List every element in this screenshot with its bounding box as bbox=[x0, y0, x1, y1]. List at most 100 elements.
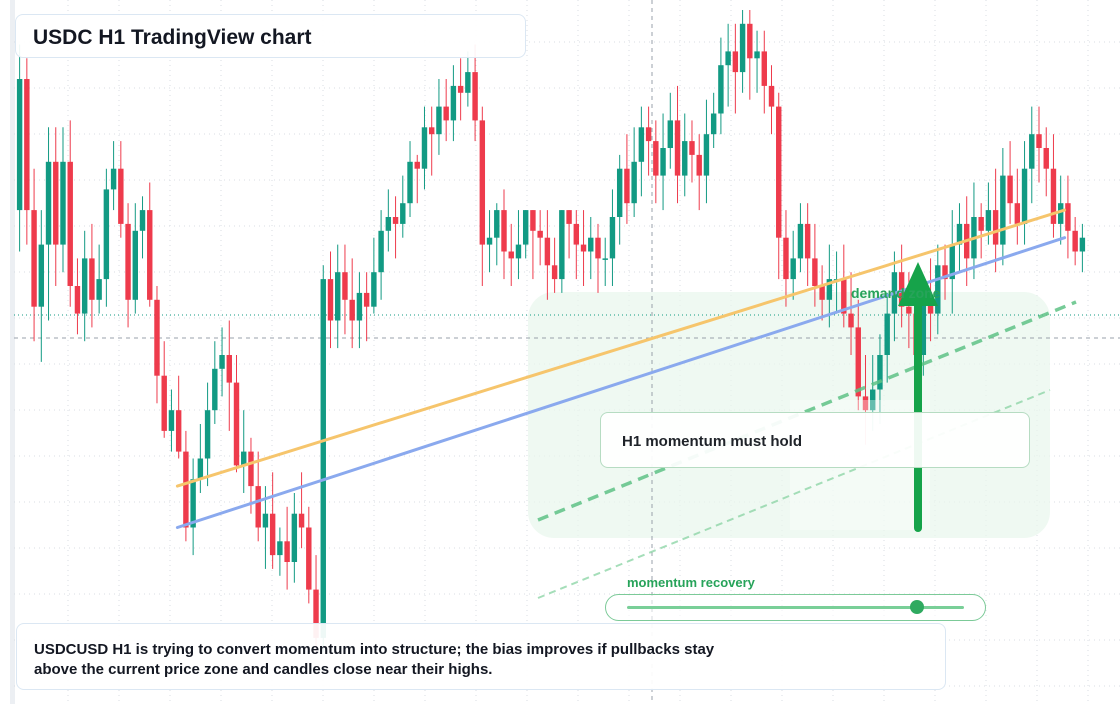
candle-body bbox=[24, 79, 30, 211]
candle-body bbox=[1043, 148, 1049, 169]
candle-body bbox=[515, 244, 522, 259]
candle-body bbox=[1065, 203, 1071, 231]
momentum-knob[interactable] bbox=[909, 600, 924, 614]
candle-body bbox=[530, 210, 536, 231]
candle-body bbox=[1036, 134, 1042, 148]
candle-body bbox=[660, 148, 666, 176]
candle-body bbox=[602, 258, 608, 260]
candle-body bbox=[797, 223, 804, 259]
candle-body bbox=[139, 210, 146, 231]
candle-body bbox=[53, 161, 59, 245]
candle-body bbox=[696, 154, 702, 176]
candle-body bbox=[710, 113, 717, 135]
chart-title: USDC H1 TradingView chart bbox=[33, 26, 312, 49]
candle-body bbox=[674, 120, 681, 176]
candle-body bbox=[45, 161, 52, 245]
candle-body bbox=[689, 141, 695, 155]
candle-body bbox=[935, 265, 941, 314]
candle-body bbox=[855, 327, 861, 397]
candle-body bbox=[1000, 175, 1006, 245]
candle-body bbox=[956, 223, 963, 245]
note-panel: H1 momentum must hold bbox=[600, 412, 1030, 468]
candle-body bbox=[110, 168, 117, 190]
candle-body bbox=[631, 161, 637, 204]
candle-body bbox=[703, 134, 710, 176]
candle-body bbox=[421, 127, 428, 169]
candle-body bbox=[219, 355, 225, 369]
candle-body bbox=[1007, 175, 1013, 204]
candle-body bbox=[884, 313, 890, 355]
candle-body bbox=[819, 286, 825, 300]
candle-body bbox=[754, 51, 760, 59]
candle-body bbox=[400, 203, 406, 224]
candle-body bbox=[783, 237, 789, 280]
candle-body bbox=[197, 458, 204, 480]
candle-body bbox=[81, 258, 88, 314]
candle-body bbox=[241, 451, 247, 466]
candle-body bbox=[269, 513, 276, 556]
candle-body bbox=[551, 265, 558, 280]
candle-body bbox=[118, 168, 124, 224]
candle-body bbox=[768, 85, 775, 107]
candle-body bbox=[190, 479, 196, 528]
candle-body bbox=[985, 210, 992, 231]
trendline-orange bbox=[175, 208, 1067, 488]
candle-body bbox=[573, 223, 580, 245]
candle-body bbox=[1057, 203, 1064, 224]
candle-body bbox=[298, 513, 305, 528]
candle-body bbox=[233, 382, 240, 466]
candle-body bbox=[595, 237, 601, 259]
candle-body bbox=[168, 410, 175, 431]
candle-body bbox=[747, 23, 753, 59]
candle-body bbox=[74, 286, 81, 314]
candle-body bbox=[226, 355, 232, 383]
candle-body bbox=[38, 244, 45, 307]
left-edge bbox=[10, 0, 15, 704]
candle-body bbox=[486, 237, 493, 245]
candle-body bbox=[392, 217, 399, 224]
candle-body bbox=[653, 141, 659, 176]
candle-body bbox=[335, 272, 341, 321]
candle-body bbox=[718, 65, 724, 114]
candle-body bbox=[457, 85, 464, 93]
candle-body bbox=[739, 23, 746, 73]
note-text: H1 momentum must hold bbox=[622, 433, 803, 450]
candle-body bbox=[826, 279, 833, 300]
candle-body bbox=[494, 210, 500, 238]
candle-body bbox=[414, 161, 420, 169]
candle-body bbox=[812, 258, 818, 286]
candle-body bbox=[60, 161, 66, 245]
candle-body bbox=[638, 127, 645, 162]
candle-body bbox=[1021, 168, 1028, 224]
candle-body bbox=[580, 244, 587, 252]
candle-body bbox=[725, 51, 731, 66]
candle-body bbox=[1029, 134, 1035, 169]
candle-body bbox=[277, 541, 283, 556]
candle-body bbox=[342, 272, 348, 300]
candle-body bbox=[1050, 168, 1057, 224]
candle-body bbox=[501, 210, 507, 252]
momentum-meter[interactable] bbox=[605, 594, 986, 621]
candle-body bbox=[132, 230, 139, 300]
candle-body bbox=[67, 161, 73, 286]
candle-body bbox=[89, 258, 95, 300]
candle-body bbox=[645, 127, 652, 142]
candle-body bbox=[508, 251, 514, 259]
candle-body bbox=[407, 161, 413, 204]
candle-body bbox=[732, 51, 739, 73]
candle-body bbox=[356, 292, 363, 321]
candle-body bbox=[978, 217, 984, 231]
candle-body bbox=[255, 486, 261, 528]
candle-body bbox=[363, 292, 370, 307]
candle-body bbox=[609, 217, 616, 259]
title-panel: USDC H1 TradingView chart bbox=[15, 14, 526, 58]
candle-body bbox=[870, 389, 876, 411]
candle-body bbox=[682, 141, 688, 176]
candle-body bbox=[175, 410, 182, 452]
candle-body bbox=[942, 265, 948, 280]
momentum-track bbox=[627, 606, 964, 609]
candle-body bbox=[371, 272, 377, 307]
candle-body bbox=[862, 396, 869, 411]
